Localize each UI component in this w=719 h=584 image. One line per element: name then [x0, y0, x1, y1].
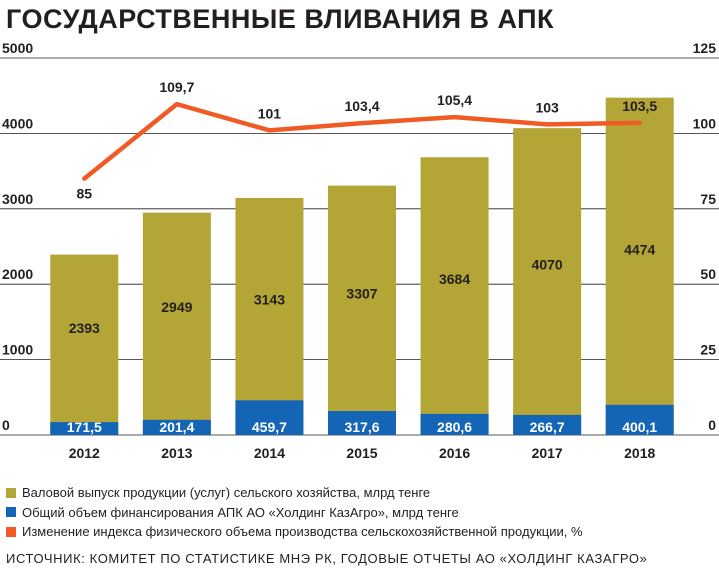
data-label-financing: 280,6 [437, 419, 472, 435]
data-label-financing: 171,5 [67, 419, 102, 435]
y-tick-right: 0 [708, 417, 716, 433]
bar-financing [328, 411, 396, 435]
data-label-index: 103 [535, 99, 559, 115]
data-label-index: 109,7 [159, 79, 194, 95]
x-tick-label: 2018 [624, 445, 655, 461]
data-label-gross-output: 4070 [532, 257, 563, 273]
legend: Валовой выпуск продукции (услуг) сельско… [6, 483, 583, 542]
data-label-gross-output: 2949 [161, 299, 192, 315]
y-tick-left: 0 [2, 417, 10, 433]
y-tick-left: 1000 [2, 342, 33, 358]
bar-gross-output [420, 157, 489, 436]
x-tick-label: 2015 [346, 445, 377, 461]
y-tick-right: 100 [693, 115, 717, 131]
data-label-index: 85 [76, 186, 92, 202]
data-label-gross-output: 2393 [69, 320, 100, 336]
y-tick-right: 75 [700, 191, 716, 207]
chart-plot: 2393 171,5 2949 201,4 3143 459,7 3307 317,6 3684… [0, 40, 719, 461]
chart-title: ГОСУДАРСТВЕННЫЕ ВЛИВАНИЯ В АПК [6, 4, 555, 34]
legend-item-index: Изменение индекса физического объема про… [6, 522, 583, 542]
bar-gross-output [513, 128, 582, 435]
bar-gross-output [328, 185, 396, 435]
bar-gross-output [50, 254, 119, 435]
legend-item-gross-output: Валовой выпуск продукции (услуг) сельско… [6, 483, 583, 503]
data-label-index: 103,5 [622, 98, 657, 114]
y-tick-right: 25 [700, 342, 716, 358]
data-label-index: 103,4 [344, 98, 379, 114]
legend-label-financing: Общий объем финансирования АПК АО «Холди… [22, 504, 459, 520]
data-label-gross-output: 3684 [439, 271, 470, 287]
legend-swatch-financing [6, 507, 16, 518]
bar-financing [420, 413, 489, 435]
y-tick-right: 125 [693, 40, 717, 56]
legend-label-gross-output: Валовой выпуск продукции (услуг) сельско… [22, 485, 431, 500]
data-label-financing: 266,7 [530, 419, 565, 435]
data-label-gross-output: 4474 [624, 241, 655, 257]
bar-gross-output [235, 198, 304, 435]
data-label-financing: 317,6 [344, 419, 379, 435]
x-tick-label: 2017 [532, 445, 563, 461]
x-tick-label: 2016 [439, 445, 470, 461]
data-label-financing: 400,1 [622, 419, 657, 435]
bar-financing [50, 422, 119, 435]
data-label-financing: 459,7 [252, 419, 287, 435]
legend-swatch-gross-output [6, 487, 16, 498]
bar-financing [235, 400, 304, 435]
x-tick-label: 2012 [69, 445, 100, 461]
bar-gross-output [605, 97, 674, 435]
bar-financing [513, 414, 582, 435]
legend-label-index: Изменение индекса физического объема про… [22, 524, 583, 539]
y-tick-right: 50 [700, 266, 716, 282]
x-tick-label: 2014 [254, 445, 285, 461]
y-tick-left: 5000 [2, 40, 33, 56]
legend-item-financing: Общий объем финансирования АПК АО «Холди… [6, 503, 583, 523]
data-label-gross-output: 3143 [254, 292, 285, 308]
x-tick-label: 2013 [161, 445, 192, 461]
y-tick-left: 2000 [2, 266, 33, 282]
data-label-index: 101 [258, 105, 282, 121]
y-tick-left: 3000 [2, 191, 33, 207]
index-line [82, 101, 642, 181]
y-tick-left: 4000 [2, 115, 33, 131]
bar-financing [605, 404, 674, 435]
source-note: ИСТОЧНИК: КОМИТЕТ ПО СТАТИСТИКЕ МНЭ РК, … [6, 551, 648, 566]
data-label-financing: 201,4 [159, 419, 194, 435]
legend-swatch-index [6, 526, 16, 537]
data-label-index: 105,4 [437, 92, 472, 108]
bar-financing [142, 419, 211, 435]
bar-gross-output [142, 212, 211, 435]
data-label-gross-output: 3307 [346, 285, 377, 301]
